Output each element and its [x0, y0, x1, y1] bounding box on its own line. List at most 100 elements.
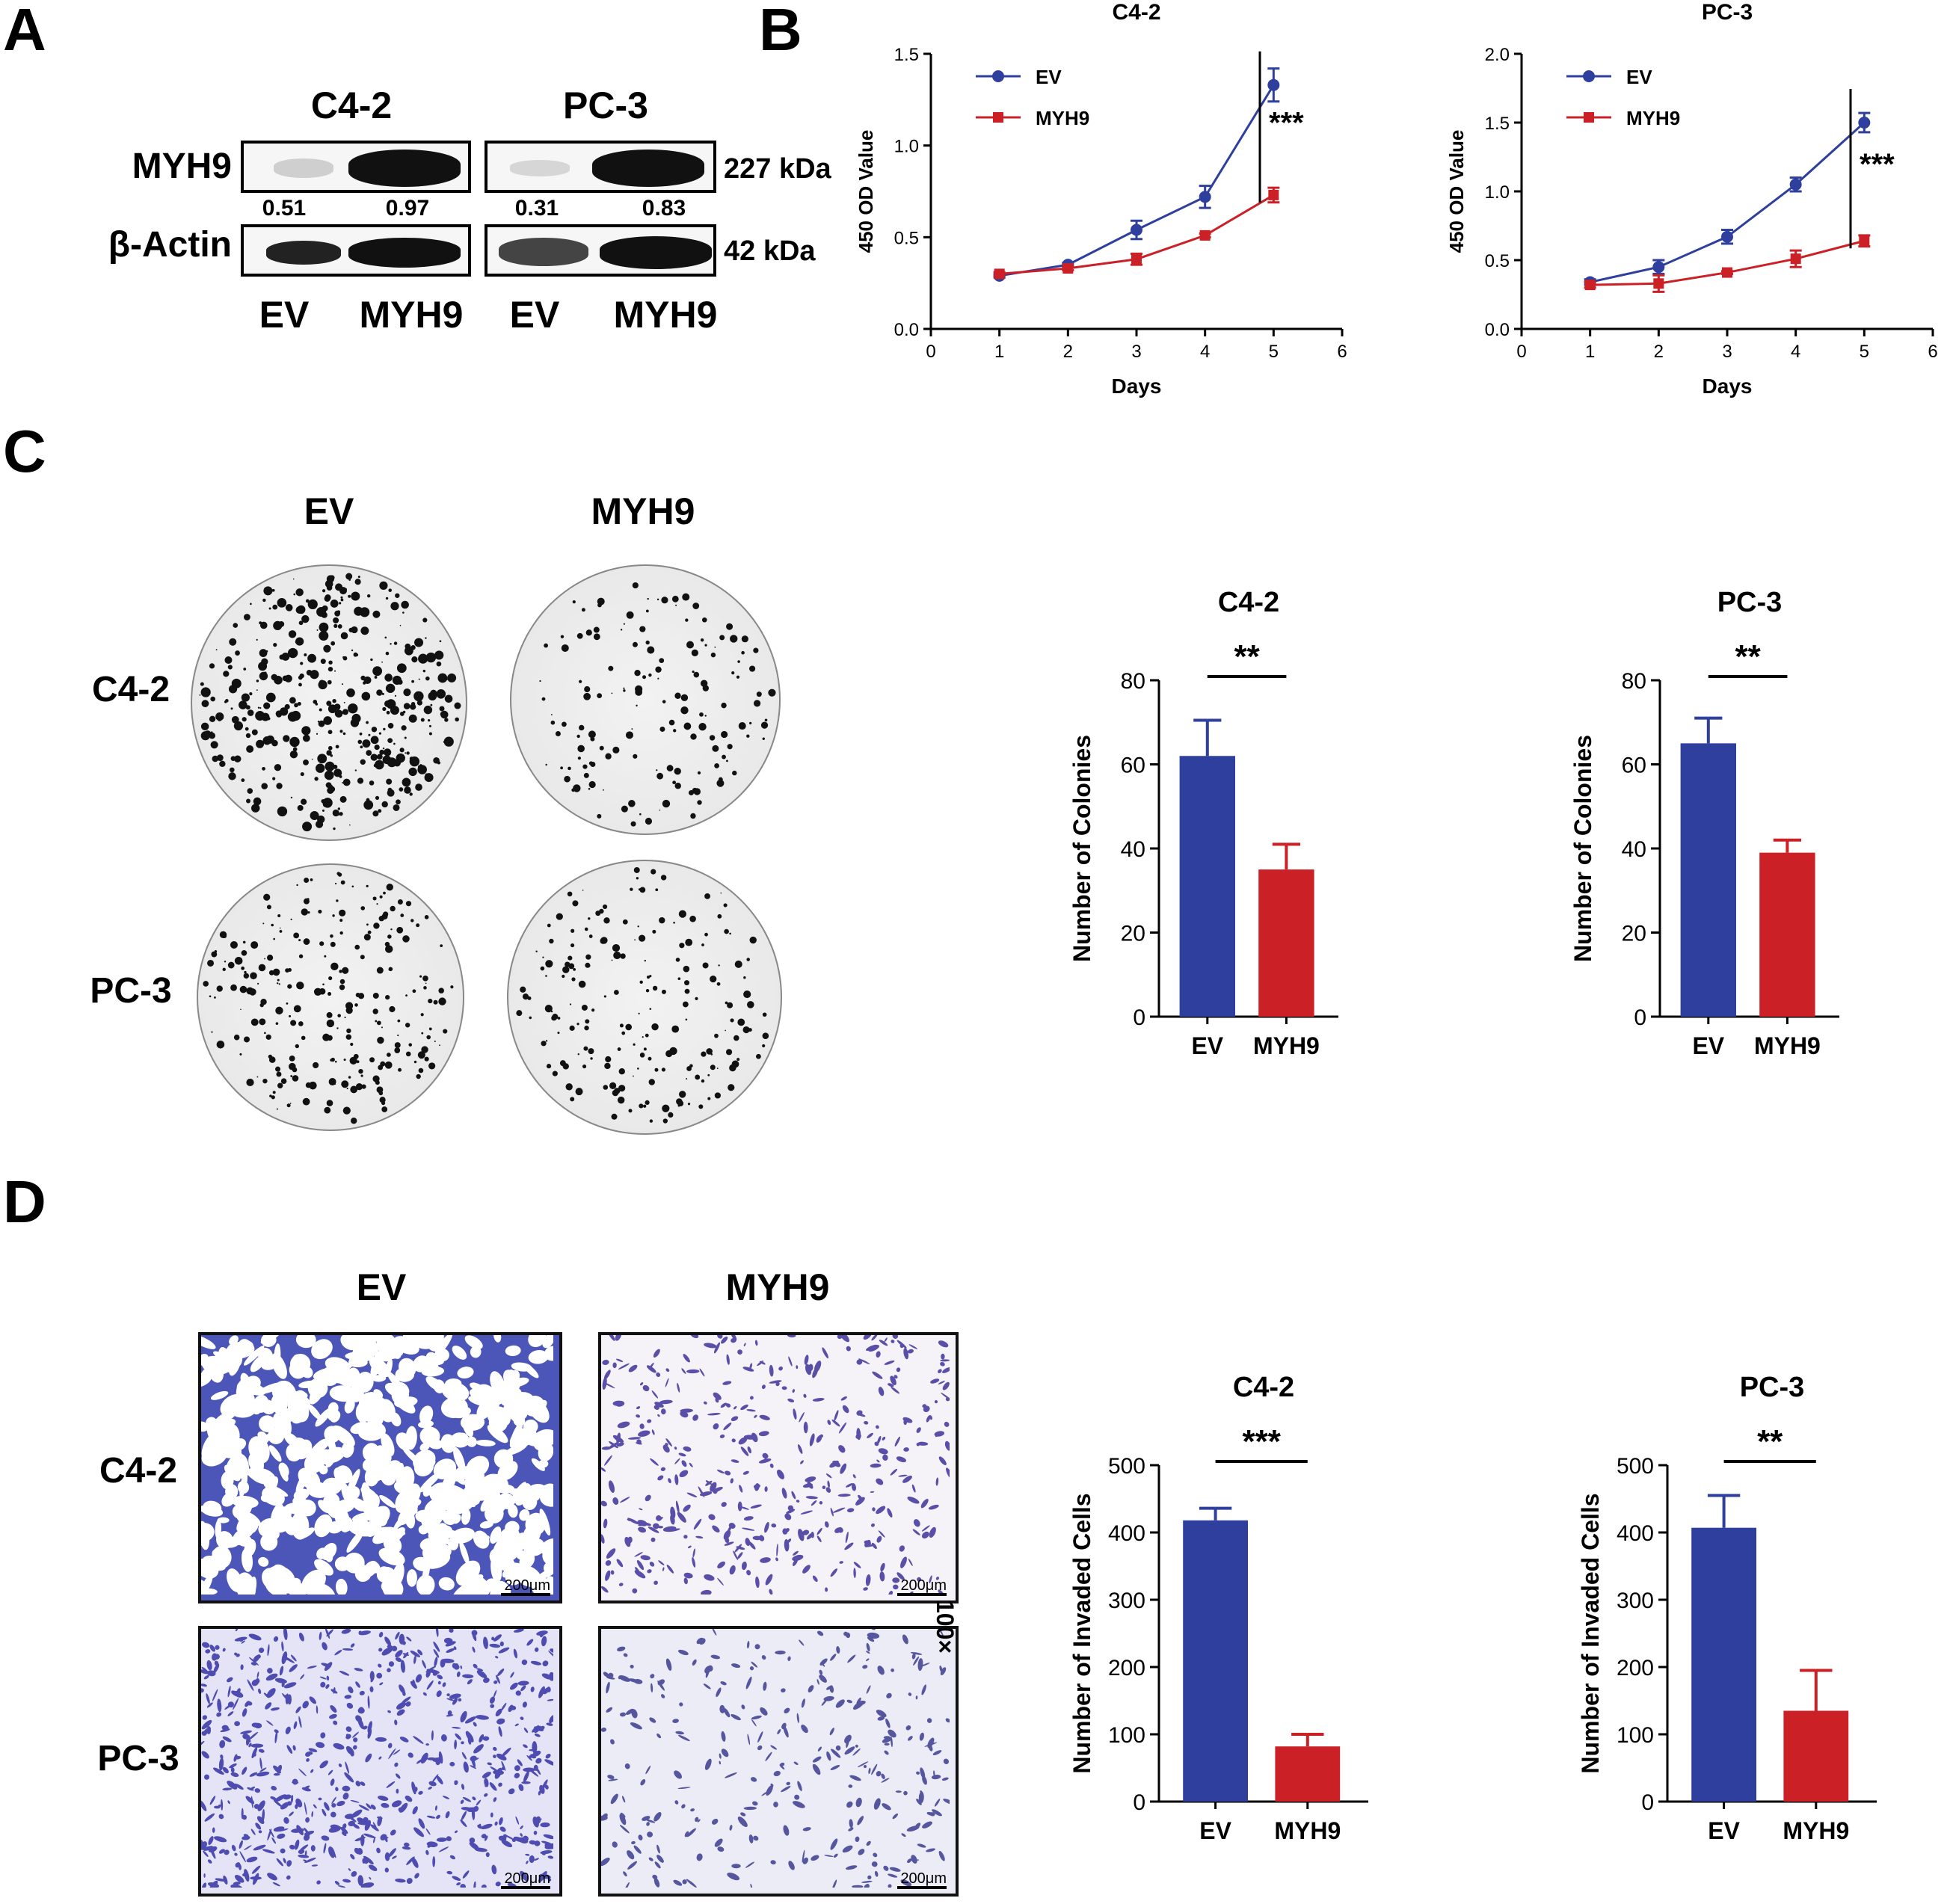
colony-dish-pc3-myh9	[507, 860, 782, 1135]
bar-ev	[1691, 1527, 1756, 1802]
chart-colonies-pc3: PC-3 0 20 40 60 80 Number of Colonies EV MYH9 **	[1569, 587, 1839, 1059]
x-tick-label: 0	[1516, 342, 1526, 362]
panel-letter-a: A	[3, 0, 46, 63]
panel-letter-b: B	[759, 0, 802, 63]
bar-myh9	[1759, 852, 1815, 1017]
legend-label: EV	[1036, 66, 1062, 88]
panel-letter-d: D	[3, 1168, 46, 1235]
chart-title: PC-3	[1702, 0, 1753, 25]
x-tick-label: EV	[1708, 1817, 1740, 1844]
legend-marker	[1583, 70, 1595, 82]
y-tick-label: 0.0	[894, 320, 919, 340]
chart-title: C4-2	[1233, 1372, 1294, 1403]
y-tick-label: 0.5	[894, 228, 919, 248]
invasion-row-c42: C4-2	[99, 1451, 178, 1491]
y-tick-label: 1.0	[1485, 182, 1510, 203]
panel-letter-c: C	[3, 418, 46, 484]
x-tick-label: 3	[1722, 342, 1732, 362]
data-point	[1199, 229, 1211, 241]
data-point	[1858, 117, 1871, 129]
scale-bar-label: 200μm	[504, 1870, 550, 1887]
micrograph-c42-ev: 200μm	[198, 1332, 562, 1603]
blot-lane-2: MYH9	[359, 294, 464, 336]
x-tick-label: 1	[1585, 342, 1595, 362]
x-tick-label: 6	[1928, 342, 1937, 362]
blot-lane-4: MYH9	[613, 294, 718, 336]
y-tick-label: 20	[1121, 922, 1145, 946]
bar-ev	[1183, 1520, 1248, 1802]
legend-marker	[1584, 112, 1594, 123]
series-line-ev	[1590, 121, 1866, 283]
blot-myh9-pc3	[485, 141, 716, 193]
significance-label: **	[1234, 638, 1260, 675]
y-tick-label: 0	[1641, 1790, 1654, 1815]
y-tick-label: 40	[1622, 837, 1646, 862]
blot-cellline-c42: C4-2	[310, 84, 393, 126]
colony-dish-c42-ev	[191, 564, 467, 841]
x-tick-label: 4	[1200, 342, 1210, 362]
data-point	[1652, 261, 1665, 274]
data-point	[1131, 253, 1142, 265]
x-tick-label: EV	[1199, 1817, 1231, 1844]
y-tick-label: 1.5	[894, 45, 919, 65]
x-tick-label: 5	[1269, 342, 1279, 362]
magnification-label: 100×	[932, 1600, 959, 1654]
y-tick-label: 0.0	[1485, 320, 1510, 340]
blot-lane-3: EV	[509, 294, 560, 336]
data-point	[1268, 189, 1279, 200]
y-axis-label: Number of Colonies	[1068, 735, 1095, 962]
data-point	[1789, 178, 1802, 191]
bar-ev	[1680, 743, 1736, 1017]
x-tick-label: MYH9	[1274, 1817, 1341, 1844]
blot-size-42: 42 kDa	[724, 235, 816, 267]
scale-bar-label: 200μm	[900, 1870, 947, 1887]
x-tick-label: EV	[1191, 1032, 1223, 1059]
data-point	[1199, 191, 1211, 203]
legend-marker	[993, 112, 1003, 123]
legend-label: MYH9	[1036, 107, 1089, 129]
bar-ev	[1179, 756, 1235, 1017]
y-tick-label: 200	[1108, 1656, 1145, 1680]
y-axis-label: 450 OD Value	[855, 130, 877, 253]
x-tick-label: MYH9	[1253, 1032, 1320, 1059]
y-tick-label: 0	[1133, 1790, 1145, 1815]
scale-bar	[501, 1886, 550, 1889]
invasion-col-myh9: MYH9	[725, 1266, 830, 1308]
micrograph-pc3-myh9: 200μm	[598, 1626, 959, 1897]
blot-quant-1: 0.51	[262, 196, 307, 221]
y-tick-label: 60	[1121, 754, 1145, 778]
y-tick-label: 500	[1108, 1454, 1145, 1479]
bar-myh9	[1258, 869, 1314, 1017]
y-tick-label: 500	[1617, 1454, 1654, 1479]
y-tick-label: 300	[1617, 1589, 1654, 1613]
y-tick-label: 40	[1121, 837, 1145, 862]
colony-dish-c42-myh9	[510, 564, 781, 835]
y-tick-label: 20	[1622, 922, 1646, 946]
data-point	[1131, 224, 1142, 236]
chart-invasion-pc3: PC-3 0 100 200 300 400 500 Number of Invaded Ce…	[1577, 1372, 1877, 1844]
colony-row-pc3: PC-3	[90, 971, 172, 1011]
y-axis-label: Number of Invaded Cells	[1577, 1493, 1604, 1773]
y-tick-label: 200	[1617, 1656, 1654, 1680]
y-tick-label: 2.0	[1485, 45, 1510, 65]
y-axis-label: Number of Invaded Cells	[1068, 1493, 1095, 1773]
data-point	[1653, 278, 1664, 289]
significance-label: ***	[1269, 106, 1304, 139]
x-tick-label: 0	[926, 342, 935, 362]
colony-col-myh9: MYH9	[591, 490, 695, 532]
scale-bar-label: 200μm	[504, 1577, 550, 1594]
chart-title: PC-3	[1740, 1372, 1805, 1403]
legend-label: MYH9	[1626, 107, 1680, 129]
blot-cellline-pc3: PC-3	[563, 84, 648, 126]
chart-title: C4-2	[1218, 587, 1279, 618]
data-point	[1584, 280, 1596, 291]
x-axis-label: Days	[1703, 375, 1753, 398]
blot-actin-pc3	[485, 224, 716, 277]
significance-label: **	[1757, 1423, 1783, 1460]
x-tick-label: 5	[1860, 342, 1869, 362]
chart-colonies-c42: C4-2 0 20 40 60 80 Number of Colonies EV MYH9 **	[1068, 587, 1338, 1059]
data-point	[1721, 230, 1733, 243]
legend-label: EV	[1626, 66, 1652, 88]
chart-proliferation-c42: C4-2 0.0 0.5 1.0 1.5 0 1 2 3 4 5 6 Days 450 OD Value E…	[855, 0, 1347, 398]
y-tick-label: 400	[1108, 1521, 1145, 1546]
